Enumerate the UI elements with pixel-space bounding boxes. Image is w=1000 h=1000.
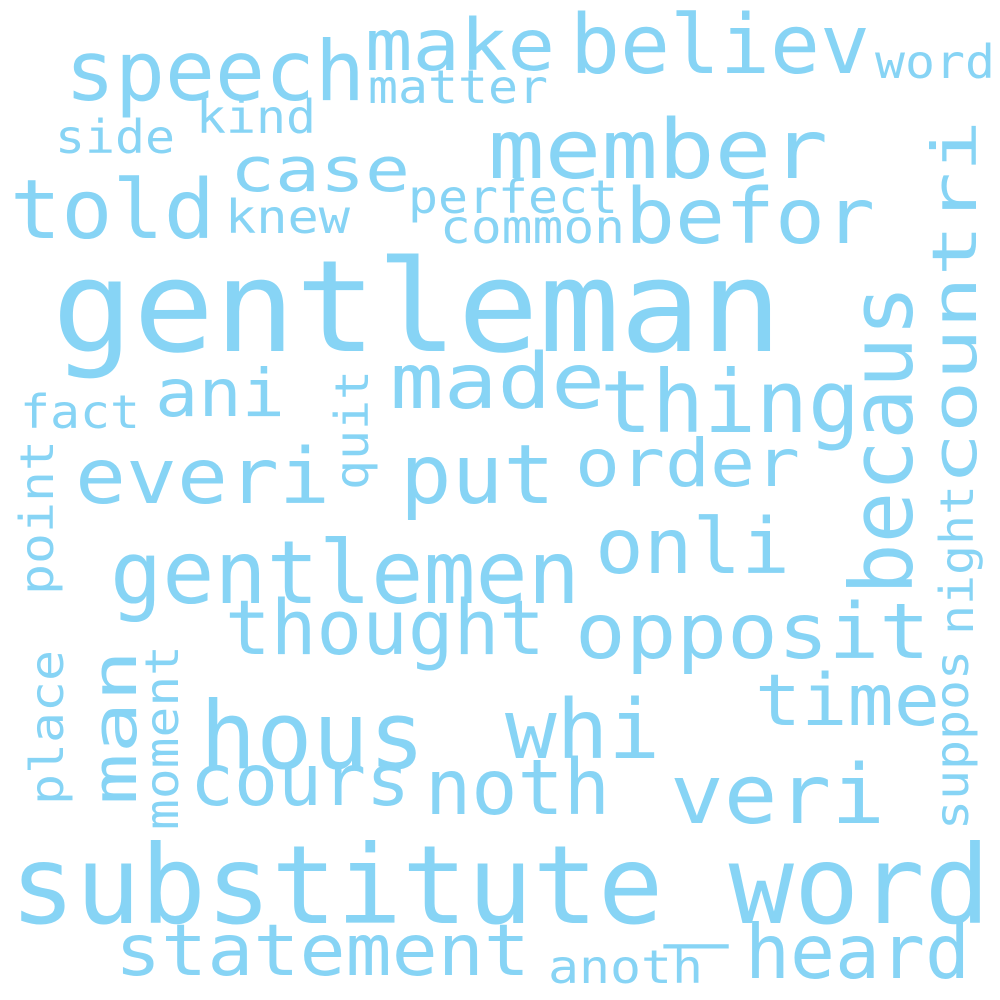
word-place: place [20,650,74,805]
word-thought: thought [225,583,545,672]
word-heard: heard [745,908,970,996]
word-gentlemen: gentlemen [110,522,580,624]
word-night: night [930,485,984,635]
word-time: time [755,659,940,742]
word-substitute-word: substitute_word [10,822,990,949]
word-matter: matter [368,60,548,114]
word-veri: veri [670,748,885,843]
word-order: order [575,424,800,502]
word-ani: ani [155,354,285,432]
word-member: member [488,103,828,198]
word-gentleman: gentleman [52,234,782,382]
word-thing: thing [600,353,860,453]
word-suppos: suppos [925,650,979,830]
word-point: point [10,440,64,595]
word-onli: onli [595,503,790,592]
word-noth: noth [425,743,610,833]
word-make: make [365,4,555,87]
word-fact: fact [20,385,140,439]
word-countri: countri [920,120,991,485]
word-everi: everi [75,433,330,522]
word-cours: cours [190,739,410,822]
word-quit: quit [325,370,379,490]
word-made: made [390,338,605,427]
word-common: common [440,200,625,254]
word-whi: whi [505,683,660,778]
word-knew: knew [225,190,350,244]
word-told: told [10,163,215,258]
word-put: put [400,428,555,523]
word-case: case [230,135,410,206]
word-speech: speech [65,23,365,120]
word-opposit: opposit [575,588,930,677]
word-befor: befor [625,173,875,262]
word-perfect: perfect [408,170,618,224]
word-statement: statement [115,909,530,992]
word-kind: kind [196,90,316,144]
word-anoth: anoth [548,940,703,994]
word-hous: hous [200,682,425,791]
word-word: word [875,35,995,89]
word-moment: moment [135,645,189,830]
word-believ: believ [570,0,870,93]
word-side: side [55,110,175,164]
